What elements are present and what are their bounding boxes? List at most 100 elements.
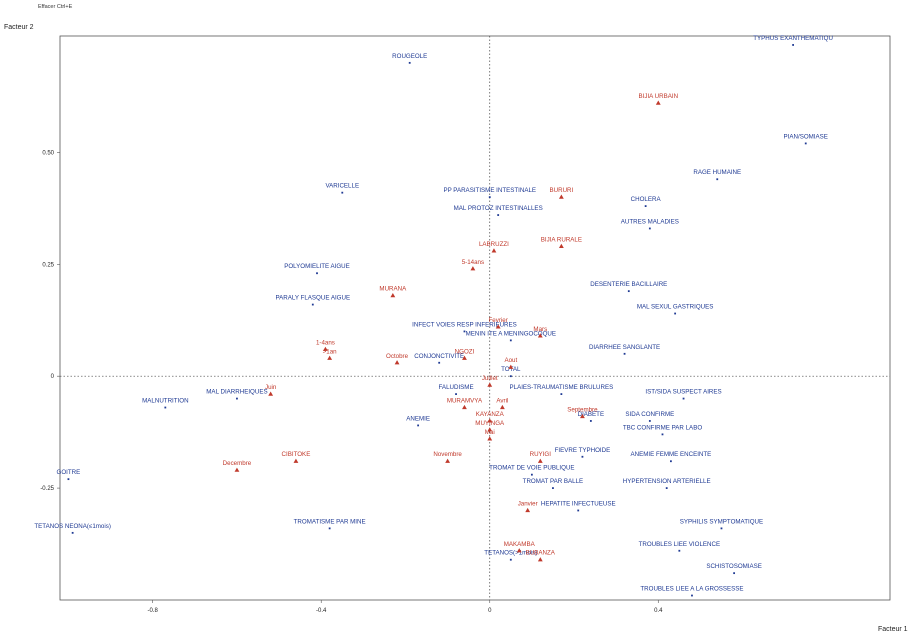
- variable-point-marker: [67, 478, 70, 481]
- variable-point-label: POLYOMIELITE AIGUE: [284, 263, 350, 270]
- variable-point-marker: [670, 460, 672, 463]
- category-point-label: BIJIA URBAIN: [639, 93, 679, 100]
- variable-point-marker: [509, 339, 512, 342]
- variable-point-marker: [577, 509, 580, 512]
- variable-point-marker: [648, 227, 651, 230]
- variable-point-label: TROMAT DE VOIE PUBLIQUE: [489, 465, 574, 472]
- x-tick-label: 0.4: [654, 608, 663, 614]
- variable-point-marker: [648, 420, 651, 422]
- category-point-marker: [470, 266, 476, 271]
- category-point-label: MAKAMBA: [504, 541, 536, 548]
- category-point-label: Octobre: [386, 353, 409, 360]
- variable-point-marker: [581, 455, 584, 458]
- variable-point-label: IST/SIDA SUSPECT AIRES: [645, 389, 721, 396]
- category-point-marker: [234, 467, 240, 472]
- variable-point-marker: [509, 558, 512, 561]
- variable-point-label: FALUDISME: [439, 384, 474, 391]
- category-point-label: Janvier: [518, 500, 538, 507]
- variable-point-label: MAL DIARRHEIQUES: [206, 389, 267, 396]
- category-point-marker: [516, 548, 522, 553]
- category-point-marker: [537, 333, 543, 338]
- x-tick-label: -0.8: [148, 608, 159, 614]
- variable-point-label: HYPERTENSION ARTERIELLE: [623, 478, 711, 485]
- variable-point-marker: [674, 312, 677, 315]
- variable-point-label: VARICELLE: [325, 183, 359, 190]
- variable-point-marker: [164, 406, 167, 409]
- variable-point-label: TOTAL: [501, 366, 521, 373]
- variable-point-marker: [71, 531, 74, 534]
- y-tick-label: -0.25: [40, 486, 54, 492]
- category-point-marker: [525, 507, 531, 513]
- variable-point-marker: [589, 420, 592, 422]
- variable-point-marker: [792, 44, 794, 46]
- variable-point-label: PIAN/SOMIASE: [784, 133, 828, 140]
- variable-point-label: GOITRE: [57, 469, 81, 476]
- category-point-marker: [487, 418, 493, 423]
- variable-point-marker: [455, 393, 457, 395]
- variable-point-label: TROMAT PAR BALLE: [523, 478, 584, 485]
- variable-point-marker: [623, 352, 626, 355]
- category-point-label: MURANA: [379, 286, 407, 293]
- variable-point-marker: [341, 191, 344, 194]
- variable-point-label: CHOLERA: [631, 196, 662, 203]
- variable-point-marker: [665, 487, 668, 489]
- variable-point-label: ANEMIE FEMME ENCEINTE: [631, 451, 712, 458]
- category-point-marker: [655, 100, 661, 105]
- category-point-label: LABRUZZI: [479, 241, 509, 248]
- y-tick-label: 0.50: [42, 150, 54, 156]
- category-point-marker: [558, 243, 564, 248]
- category-point-marker: [487, 436, 493, 441]
- variable-point-label: SYPHILIS SYMPTOMATIQUE: [680, 518, 763, 525]
- variable-point-label: PARALY FLASQUE AIGUE: [275, 295, 350, 302]
- category-point-marker: [495, 324, 501, 329]
- variable-point-label: DIABETE: [578, 411, 604, 418]
- category-point-marker: [390, 293, 396, 298]
- category-point-marker: [323, 346, 328, 351]
- category-point-label: BIJIA RURALE: [541, 236, 582, 243]
- category-point-label: Fevrier: [489, 317, 508, 324]
- variable-point-marker: [678, 549, 681, 552]
- variable-point-label: RAGE HUMAINE: [693, 169, 741, 176]
- category-point-label: MURAMVYA: [447, 398, 483, 405]
- category-point-marker: [487, 382, 493, 387]
- variable-point-label: TBC CONFIRME PAR LABO: [623, 424, 702, 431]
- variable-point-label: INFECT VOIES RESP INFERIEURES: [412, 321, 517, 328]
- category-point-marker: [537, 458, 543, 463]
- variable-point-marker: [488, 196, 491, 199]
- variable-point-label: TYPHUS EXANTHEMATIQU: [753, 35, 833, 42]
- category-point-marker: [394, 360, 400, 365]
- variable-point-label: HEPATITE INFECTUEUSE: [541, 500, 616, 507]
- category-point-label: Aout: [504, 357, 517, 364]
- category-point-marker: [462, 355, 467, 360]
- x-tick-label: 0: [488, 608, 492, 614]
- variable-point-label: MAL SEXUL GASTRIQUES: [637, 304, 714, 311]
- variable-point-marker: [509, 375, 512, 378]
- variable-point-marker: [720, 527, 723, 530]
- variable-point-marker: [463, 330, 466, 333]
- x-axis-title: Facteur 1: [878, 626, 908, 633]
- variable-point-marker: [236, 397, 238, 400]
- variable-point-marker: [497, 214, 500, 216]
- variable-point-label: TROUBLES LIEE VIOLENCE: [639, 541, 721, 548]
- variable-point-marker: [530, 473, 533, 476]
- category-point-label: BUBANZA: [526, 550, 556, 557]
- variable-point-label: MALNUTRITION: [142, 398, 188, 405]
- variable-point-label: TETANOS NEONA(≤1mois): [34, 523, 111, 530]
- variable-point-label: TROUBLES LIEE A LA GROSSESSE: [640, 586, 743, 593]
- variable-point-marker: [417, 424, 420, 427]
- variable-point-marker: [644, 205, 647, 207]
- variable-point-marker: [408, 61, 411, 64]
- category-point-marker: [487, 427, 493, 432]
- variable-point-marker: [328, 527, 331, 530]
- category-point-label: Avril: [496, 398, 508, 405]
- category-point-label: KAYANZA: [476, 411, 505, 418]
- variable-point-label: DIARRHEE SANGLANTE: [589, 344, 660, 351]
- category-point-label: Juillet: [482, 375, 498, 382]
- category-point-label: Mars: [533, 326, 547, 333]
- variable-point-label: TROMATISME PAR MINE: [294, 518, 366, 525]
- data-points: TYPHUS EXANTHEMATIQU ROUGEOLE PIAN/SOMIASE…: [34, 35, 833, 597]
- variable-point-label: TETANOS(>1mois): [484, 550, 537, 557]
- category-point-marker: [327, 355, 333, 360]
- variable-point-marker: [716, 178, 719, 181]
- y-axis-title: Facteur 2: [4, 24, 34, 31]
